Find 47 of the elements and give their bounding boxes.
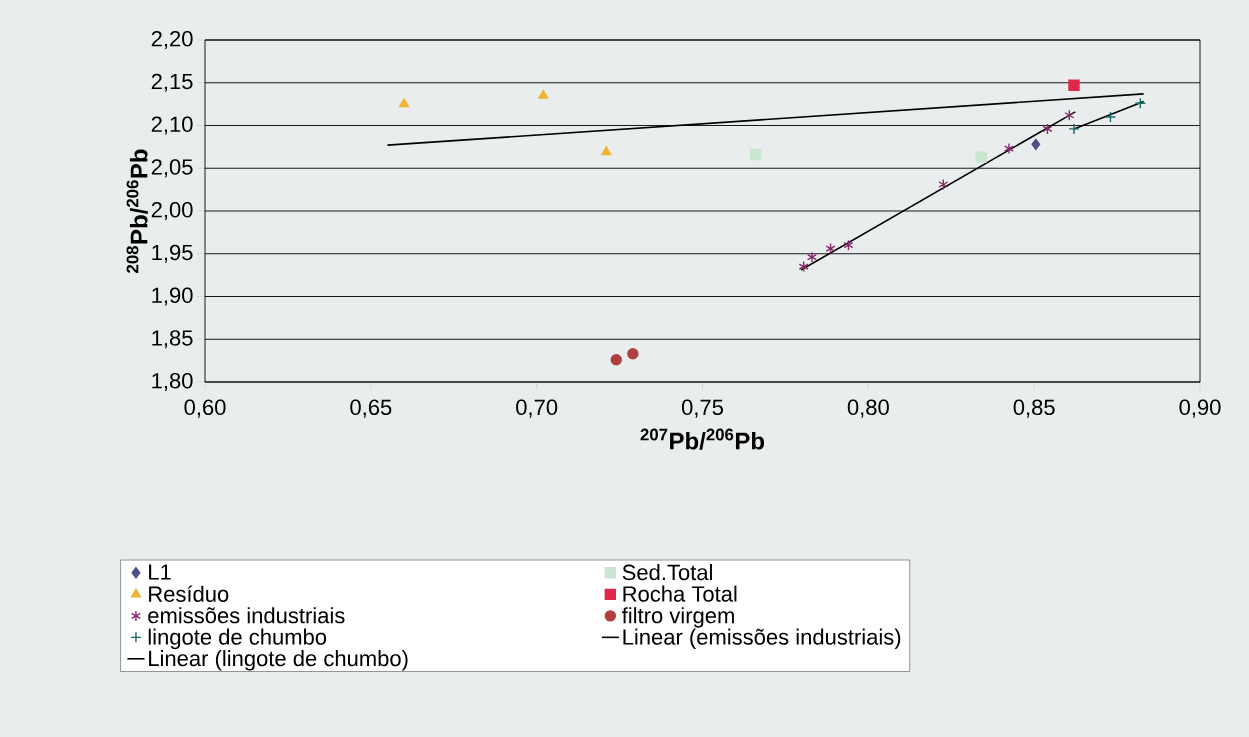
legend-label: filtro virgem xyxy=(621,607,734,628)
point xyxy=(398,98,410,108)
point xyxy=(538,89,549,99)
point xyxy=(798,260,809,273)
point xyxy=(843,239,854,251)
y-tick-label: 1,90 xyxy=(152,287,193,306)
point xyxy=(1064,109,1075,121)
point xyxy=(749,148,762,161)
x-axis-title: $^{207}$Pb/$^{206}$Pb xyxy=(640,428,765,450)
point xyxy=(1031,138,1041,151)
y-tick-label: 2,20 xyxy=(151,30,193,50)
legend-label: L1 xyxy=(149,564,171,580)
legend-label: Linear (emissões industriais) xyxy=(623,628,901,650)
point xyxy=(1068,123,1080,135)
y-tick-label: 1,95 xyxy=(152,244,193,263)
x-tick-label: 0,70 xyxy=(516,399,558,418)
point xyxy=(1003,142,1014,155)
x-tick-label: 0,85 xyxy=(1013,399,1055,418)
point xyxy=(627,348,639,360)
point xyxy=(975,151,987,163)
point xyxy=(610,354,622,366)
x-tick-label: 0,75 xyxy=(681,399,723,418)
y-axis-title: $^{208}$Pb/$^{206}$Pb xyxy=(126,149,148,273)
point xyxy=(1104,111,1117,123)
point xyxy=(938,178,949,191)
point xyxy=(806,251,817,263)
point xyxy=(601,146,612,156)
y-tick-label: 1,80 xyxy=(152,372,193,392)
y-tick-label: 2,00 xyxy=(151,201,193,221)
point xyxy=(1134,97,1147,109)
y-tick-label: 1,85 xyxy=(152,330,193,349)
legend-label: Rocha Total xyxy=(623,585,737,602)
y-tick-label: 2,15 xyxy=(151,73,193,92)
x-tick-label: 0,60 xyxy=(184,399,226,418)
point xyxy=(825,242,836,255)
x-tick-label: 0,80 xyxy=(847,399,889,418)
point xyxy=(1068,79,1080,92)
legend-label: Resíduo xyxy=(149,585,229,602)
y-tick-label: 2,10 xyxy=(151,116,193,135)
legend-label: Sed.Total xyxy=(622,564,712,581)
legend-label: emissões industriais xyxy=(148,607,345,624)
legend-label: lingote de chumbo xyxy=(148,628,327,650)
x-tick-label: 0,65 xyxy=(350,399,392,418)
legend-label: Linear (lingote de chumbo) xyxy=(149,650,408,671)
x-tick-label: 0,90 xyxy=(1179,399,1221,418)
y-tick-label: 2,05 xyxy=(151,159,193,178)
point xyxy=(1042,123,1053,135)
